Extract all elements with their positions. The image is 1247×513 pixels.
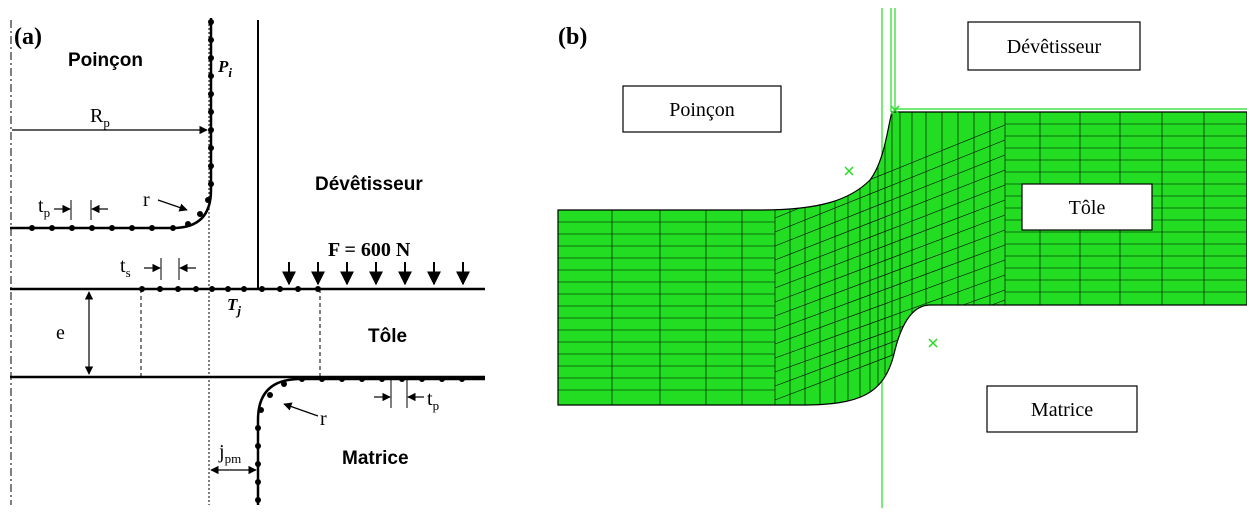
punch-nodes xyxy=(29,19,214,231)
box-punch: Poinçon xyxy=(622,85,782,133)
reference-markers xyxy=(844,105,938,348)
tp-die-label: tp xyxy=(427,388,439,413)
tj-label: Tj xyxy=(227,295,241,318)
punch-radius-arrow xyxy=(157,199,188,212)
box-die-label: Matrice xyxy=(1031,399,1093,421)
box-die: Matrice xyxy=(986,385,1138,433)
ts-label: ts xyxy=(120,255,131,280)
die-radius-label: r xyxy=(320,408,327,430)
box-sheet-label: Tôle xyxy=(1069,197,1106,219)
die-nodes xyxy=(255,376,465,503)
panel-a-tag: (a) xyxy=(14,24,42,50)
mesh-left-vertical xyxy=(611,205,776,405)
e-label: e xyxy=(56,322,65,344)
mesh-right-horizontal xyxy=(1005,123,1247,293)
jpm-label: jpm xyxy=(218,441,241,466)
panel-b: (b) xyxy=(557,8,1247,508)
rp-label: Rp xyxy=(90,105,110,130)
tp-label: tp xyxy=(38,195,50,220)
box-punch-label: Poinçon xyxy=(669,99,735,121)
die-radius-arrow xyxy=(283,402,319,417)
sheet-nodes xyxy=(139,286,321,292)
box-stripper-label: Dévêtisseur xyxy=(1007,36,1102,58)
box-sheet: Tôle xyxy=(1021,183,1153,231)
sheet-mesh xyxy=(557,111,1247,406)
pi-label: Pi xyxy=(217,57,232,80)
box-stripper: Dévêtisseur xyxy=(967,21,1141,71)
panel-b-tag: (b) xyxy=(558,24,587,50)
die-label: Matrice xyxy=(342,448,409,469)
punch-label: Poinçon xyxy=(68,50,143,71)
mesh-fine-zone xyxy=(774,112,1006,405)
force-arrows xyxy=(282,262,470,286)
mesh-left-horizontal xyxy=(558,221,775,391)
punch-radius-label: r xyxy=(143,189,150,211)
die-profile xyxy=(256,377,485,505)
force-label: F = 600 N xyxy=(328,239,411,261)
stripper-label: Dévêtisseur xyxy=(315,174,423,195)
panel-a: (a) xyxy=(10,18,485,505)
sheet-label: Tôle xyxy=(368,326,407,347)
